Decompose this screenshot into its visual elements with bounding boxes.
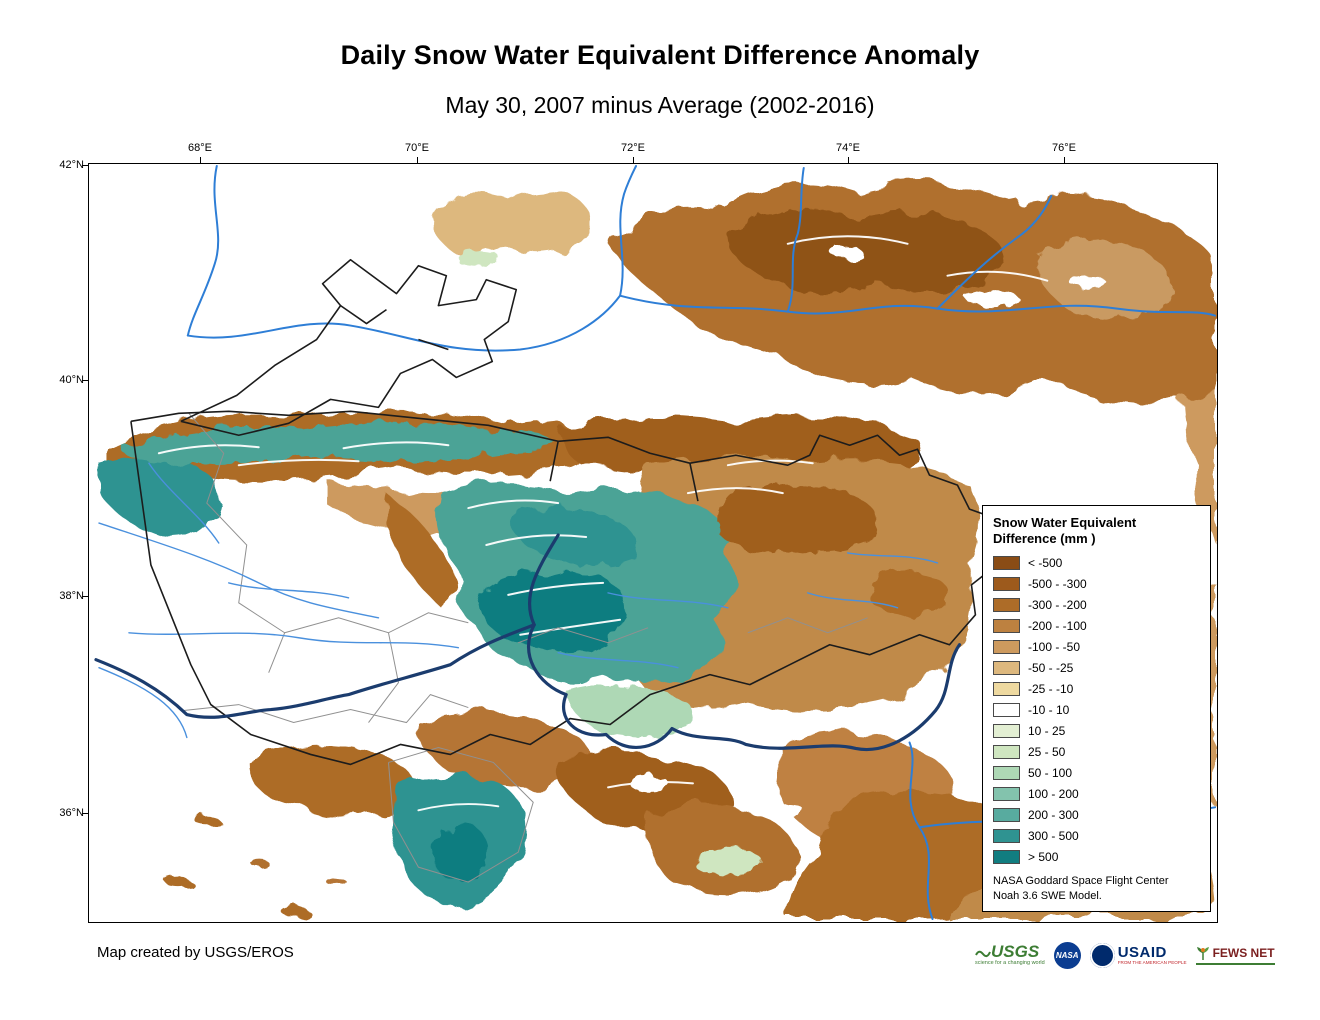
y-tick-mark [82, 813, 88, 814]
y-tick-label: 42°N [59, 159, 84, 171]
legend-source-line1: NASA Goddard Space Flight Center [993, 875, 1169, 888]
legend-entry-label: -25 - -10 [1028, 681, 1074, 696]
usaid-logo-text: USAID [1117, 943, 1167, 961]
x-tick-mark [633, 157, 634, 163]
x-tick-label: 76°E [1052, 142, 1076, 154]
x-tick-mark [848, 157, 849, 163]
legend-row: -300 - -200 [993, 594, 1200, 615]
legend-color-swatch [993, 576, 1020, 591]
legend-title-line1: Snow Water Equivalent [993, 515, 1137, 530]
legend-color-swatch [993, 702, 1020, 717]
legend-box: Snow Water Equivalent Difference (mm ) <… [982, 505, 1211, 912]
usgs-tagline: science for a changing world [975, 960, 1045, 967]
admin-boundaries-layer [183, 413, 868, 883]
legend-title-line2: Difference (mm ) [993, 530, 1096, 546]
legend-title: Snow Water Equivalent Difference (mm ) [993, 515, 1200, 546]
usgs-logo: USGS science for a changing world [975, 943, 1045, 967]
legend-color-swatch [993, 597, 1020, 612]
x-tick-label: 72°E [621, 142, 645, 154]
legend-row: 100 - 200 [993, 783, 1200, 804]
y-tick-label: 38°N [59, 590, 84, 602]
legend-color-swatch [993, 618, 1020, 633]
legend-entry-label: 200 - 300 [1028, 807, 1079, 822]
legend-row: -200 - -100 [993, 615, 1200, 636]
legend-color-swatch [993, 786, 1020, 801]
legend-row: 25 - 50 [993, 741, 1200, 762]
rivers-minor-layer [98, 462, 939, 739]
page-title: Daily Snow Water Equivalent Difference A… [340, 40, 980, 70]
legend-row: -10 - 10 [993, 699, 1200, 720]
usaid-seal-icon [1089, 942, 1115, 968]
legend-color-swatch [993, 723, 1020, 738]
fewsnet-plant-icon [1196, 947, 1209, 960]
legend-entries: < -500 -500 - -300 -300 - -200 -200 - -1… [993, 552, 1200, 867]
legend-color-swatch [993, 744, 1020, 759]
x-tick-label: 70°E [405, 142, 429, 154]
usgs-logo-text: USGS [991, 942, 1040, 962]
legend-entry-label: > 500 [1028, 849, 1059, 864]
y-tick-mark [82, 596, 88, 597]
legend-source-note: NASA Goddard Space Flight Center Noah 3.… [993, 874, 1200, 904]
y-tick-label: 40°N [59, 374, 84, 386]
legend-row: -50 - -25 [993, 657, 1200, 678]
legend-color-swatch [993, 660, 1020, 675]
legend-entry-label: -300 - -200 [1028, 597, 1087, 612]
legend-entry-label: -200 - -100 [1028, 618, 1087, 633]
legend-entry-label: -100 - -50 [1028, 639, 1081, 654]
basin-boundary-layer [94, 533, 962, 752]
usgs-logo-row: USGS [975, 943, 1045, 960]
legend-entry-label: 100 - 200 [1028, 786, 1079, 801]
legend-entry-label: < -500 [1028, 555, 1063, 570]
legend-entry-label: 300 - 500 [1028, 828, 1079, 843]
legend-entry-label: -50 - -25 [1028, 660, 1074, 675]
legend-row: > 500 [993, 846, 1200, 867]
map-credit: Map created by USGS/EROS [97, 944, 294, 961]
legend-entry-label: -500 - -300 [1028, 576, 1087, 591]
legend-entry-label: 50 - 100 [1028, 765, 1073, 780]
legend-row: -100 - -50 [993, 636, 1200, 657]
legend-row: -500 - -300 [993, 573, 1200, 594]
y-tick-mark [82, 380, 88, 381]
legend-color-swatch [993, 681, 1020, 696]
logo-strip: USGS science for a changing world NASA U… [975, 936, 1275, 974]
legend-color-swatch [993, 828, 1020, 843]
legend-row: < -500 [993, 552, 1200, 573]
legend-row: 300 - 500 [993, 825, 1200, 846]
legend-row: 200 - 300 [993, 804, 1200, 825]
legend-entry-label: 25 - 50 [1028, 744, 1066, 759]
country-borders-layer [130, 258, 1011, 766]
legend-color-swatch [993, 555, 1020, 570]
legend-row: 50 - 100 [993, 762, 1200, 783]
usaid-text-block: USAID FROM THE AMERICAN PEOPLE [1118, 945, 1187, 966]
nasa-logo: NASA [1053, 941, 1081, 969]
y-tick-mark [82, 165, 88, 166]
legend-color-swatch [993, 807, 1020, 822]
legend-row: -25 - -10 [993, 678, 1200, 699]
legend-color-swatch [993, 639, 1020, 654]
x-tick-mark [1064, 157, 1065, 163]
fewsnet-logo: FEWS NET [1195, 945, 1275, 965]
y-tick-label: 36°N [59, 807, 84, 819]
x-tick-label: 74°E [836, 142, 860, 154]
legend-entry-label: 10 - 25 [1028, 723, 1066, 738]
map-canvas [94, 164, 1217, 921]
legend-source-line2: Noah 3.6 SWE Model. [993, 890, 1102, 903]
legend-color-swatch [993, 849, 1020, 864]
usgs-wave-icon [975, 951, 991, 958]
x-tick-mark [417, 157, 418, 163]
legend-entry-label: -10 - 10 [1028, 702, 1070, 717]
legend-row: 10 - 25 [993, 720, 1200, 741]
legend-color-swatch [993, 765, 1020, 780]
usaid-tagline: FROM THE AMERICAN PEOPLE [1117, 959, 1187, 965]
nasa-logo-text: NASA [1055, 950, 1079, 960]
x-tick-mark [200, 157, 201, 163]
page-subtitle: May 30, 2007 minus Average (2002-2016) [445, 92, 875, 118]
usaid-logo: USAID FROM THE AMERICAN PEOPLE [1089, 942, 1187, 968]
fewsnet-logo-text: FEWS NET [1212, 946, 1275, 960]
x-tick-label: 68°E [188, 142, 212, 154]
